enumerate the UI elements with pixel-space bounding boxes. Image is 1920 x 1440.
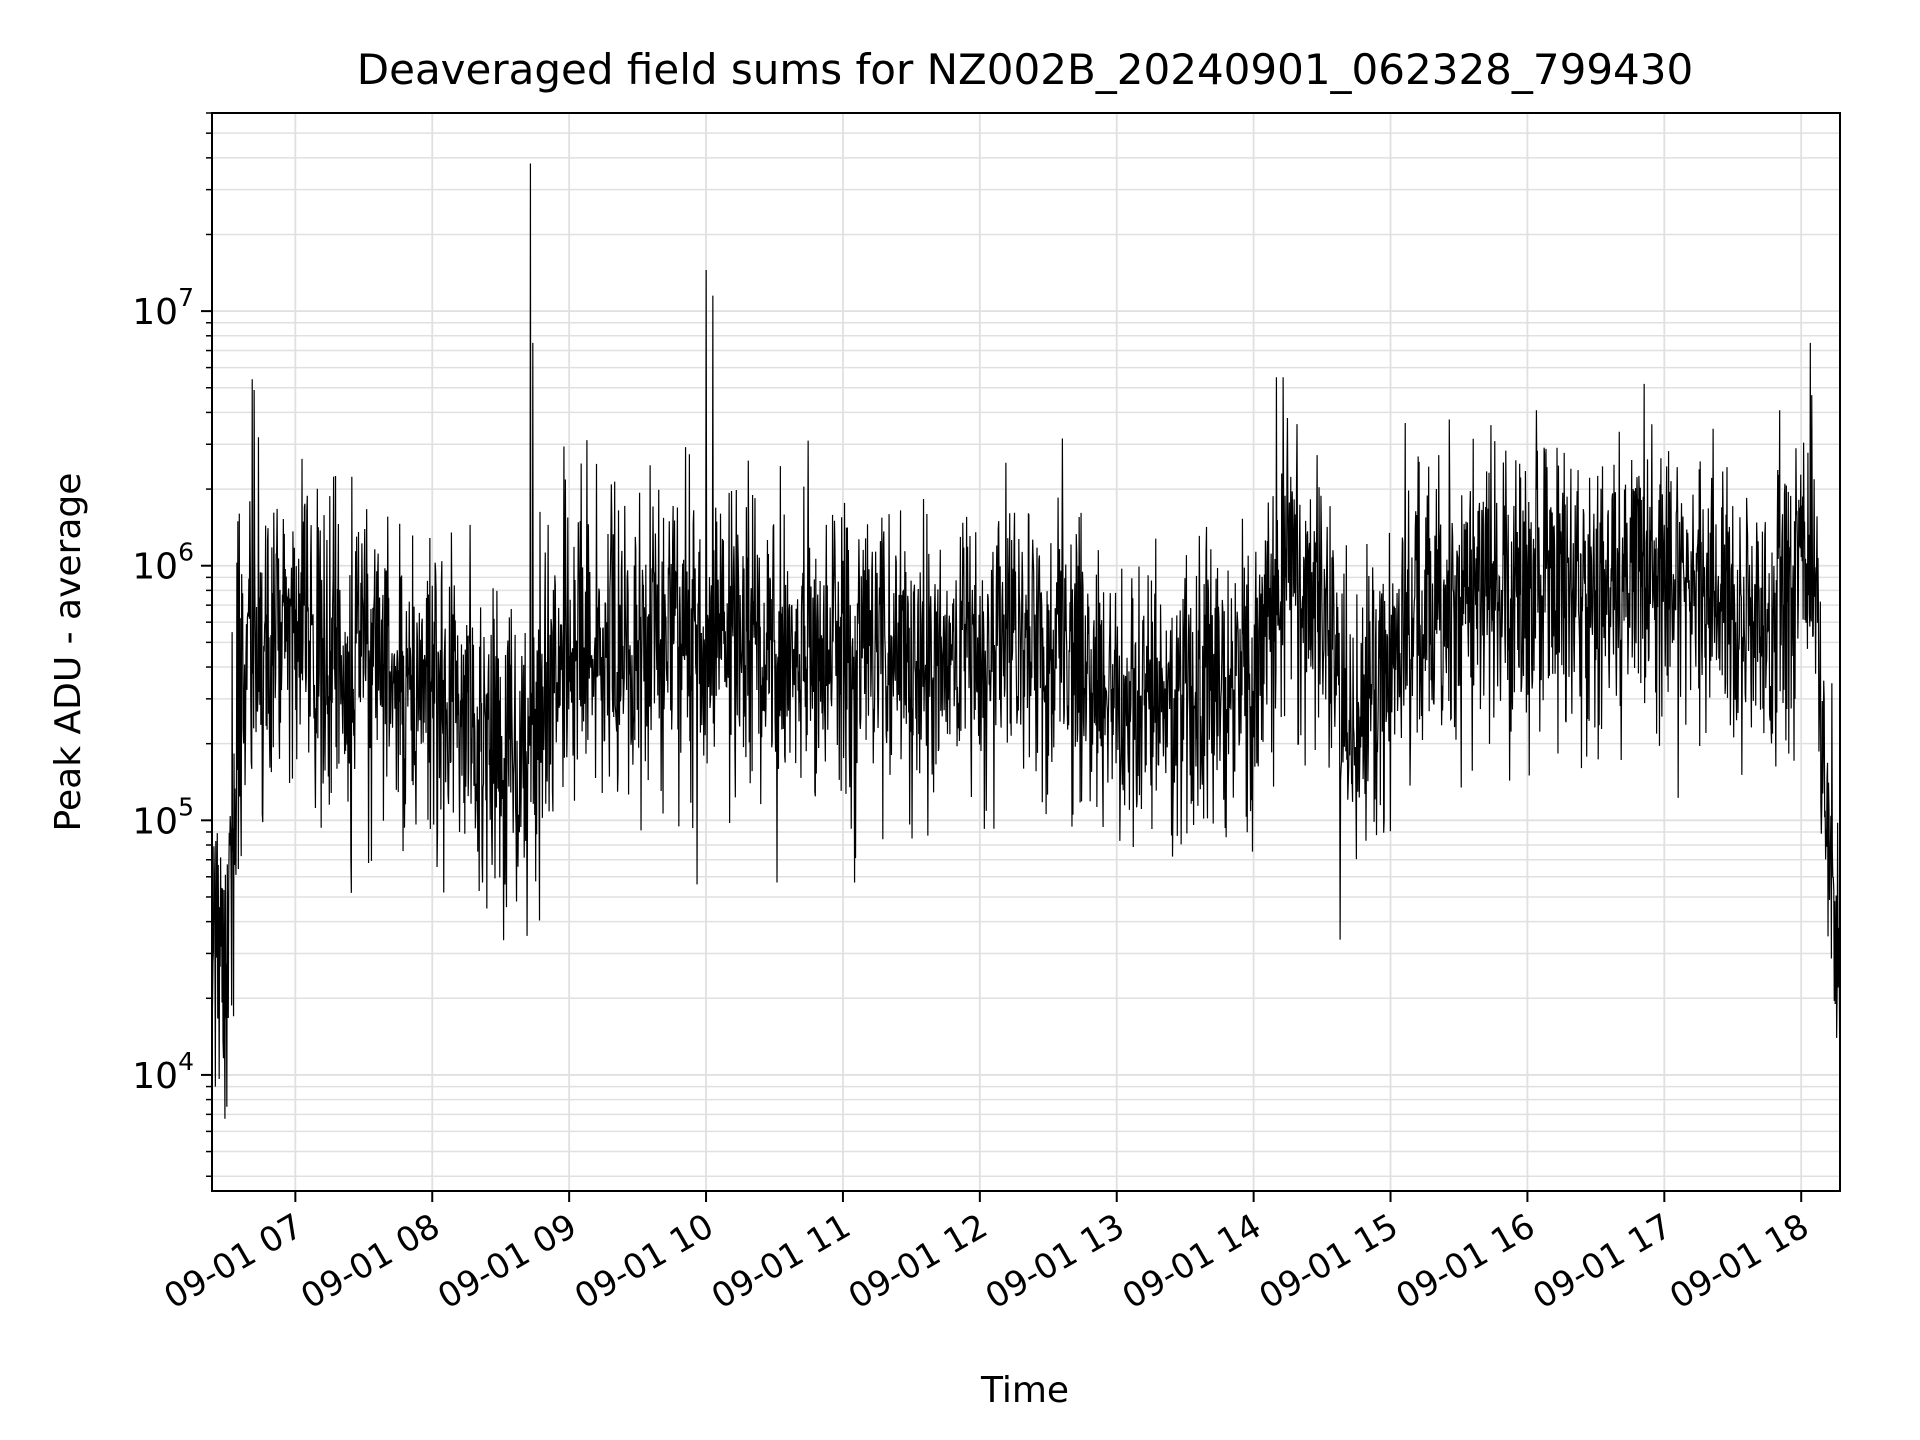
axis-ticks xyxy=(201,112,1803,1202)
chart-title: Deaveraged field sums for NZ002B_2024090… xyxy=(357,45,1693,94)
y-tick-label: 104 xyxy=(132,1047,194,1097)
x-axis-label: Time xyxy=(980,1370,1069,1411)
plot-frame xyxy=(211,112,1841,1192)
y-tick-label: 107 xyxy=(132,283,194,333)
y-tick-label: 105 xyxy=(132,792,194,842)
data-series xyxy=(211,163,1841,1142)
y-axis-label: Peak ADU - average xyxy=(48,473,89,832)
y-tick-label: 106 xyxy=(132,538,194,588)
series-line xyxy=(211,163,1841,1142)
y-tick-labels: 104 105 106 107 xyxy=(132,283,194,1097)
